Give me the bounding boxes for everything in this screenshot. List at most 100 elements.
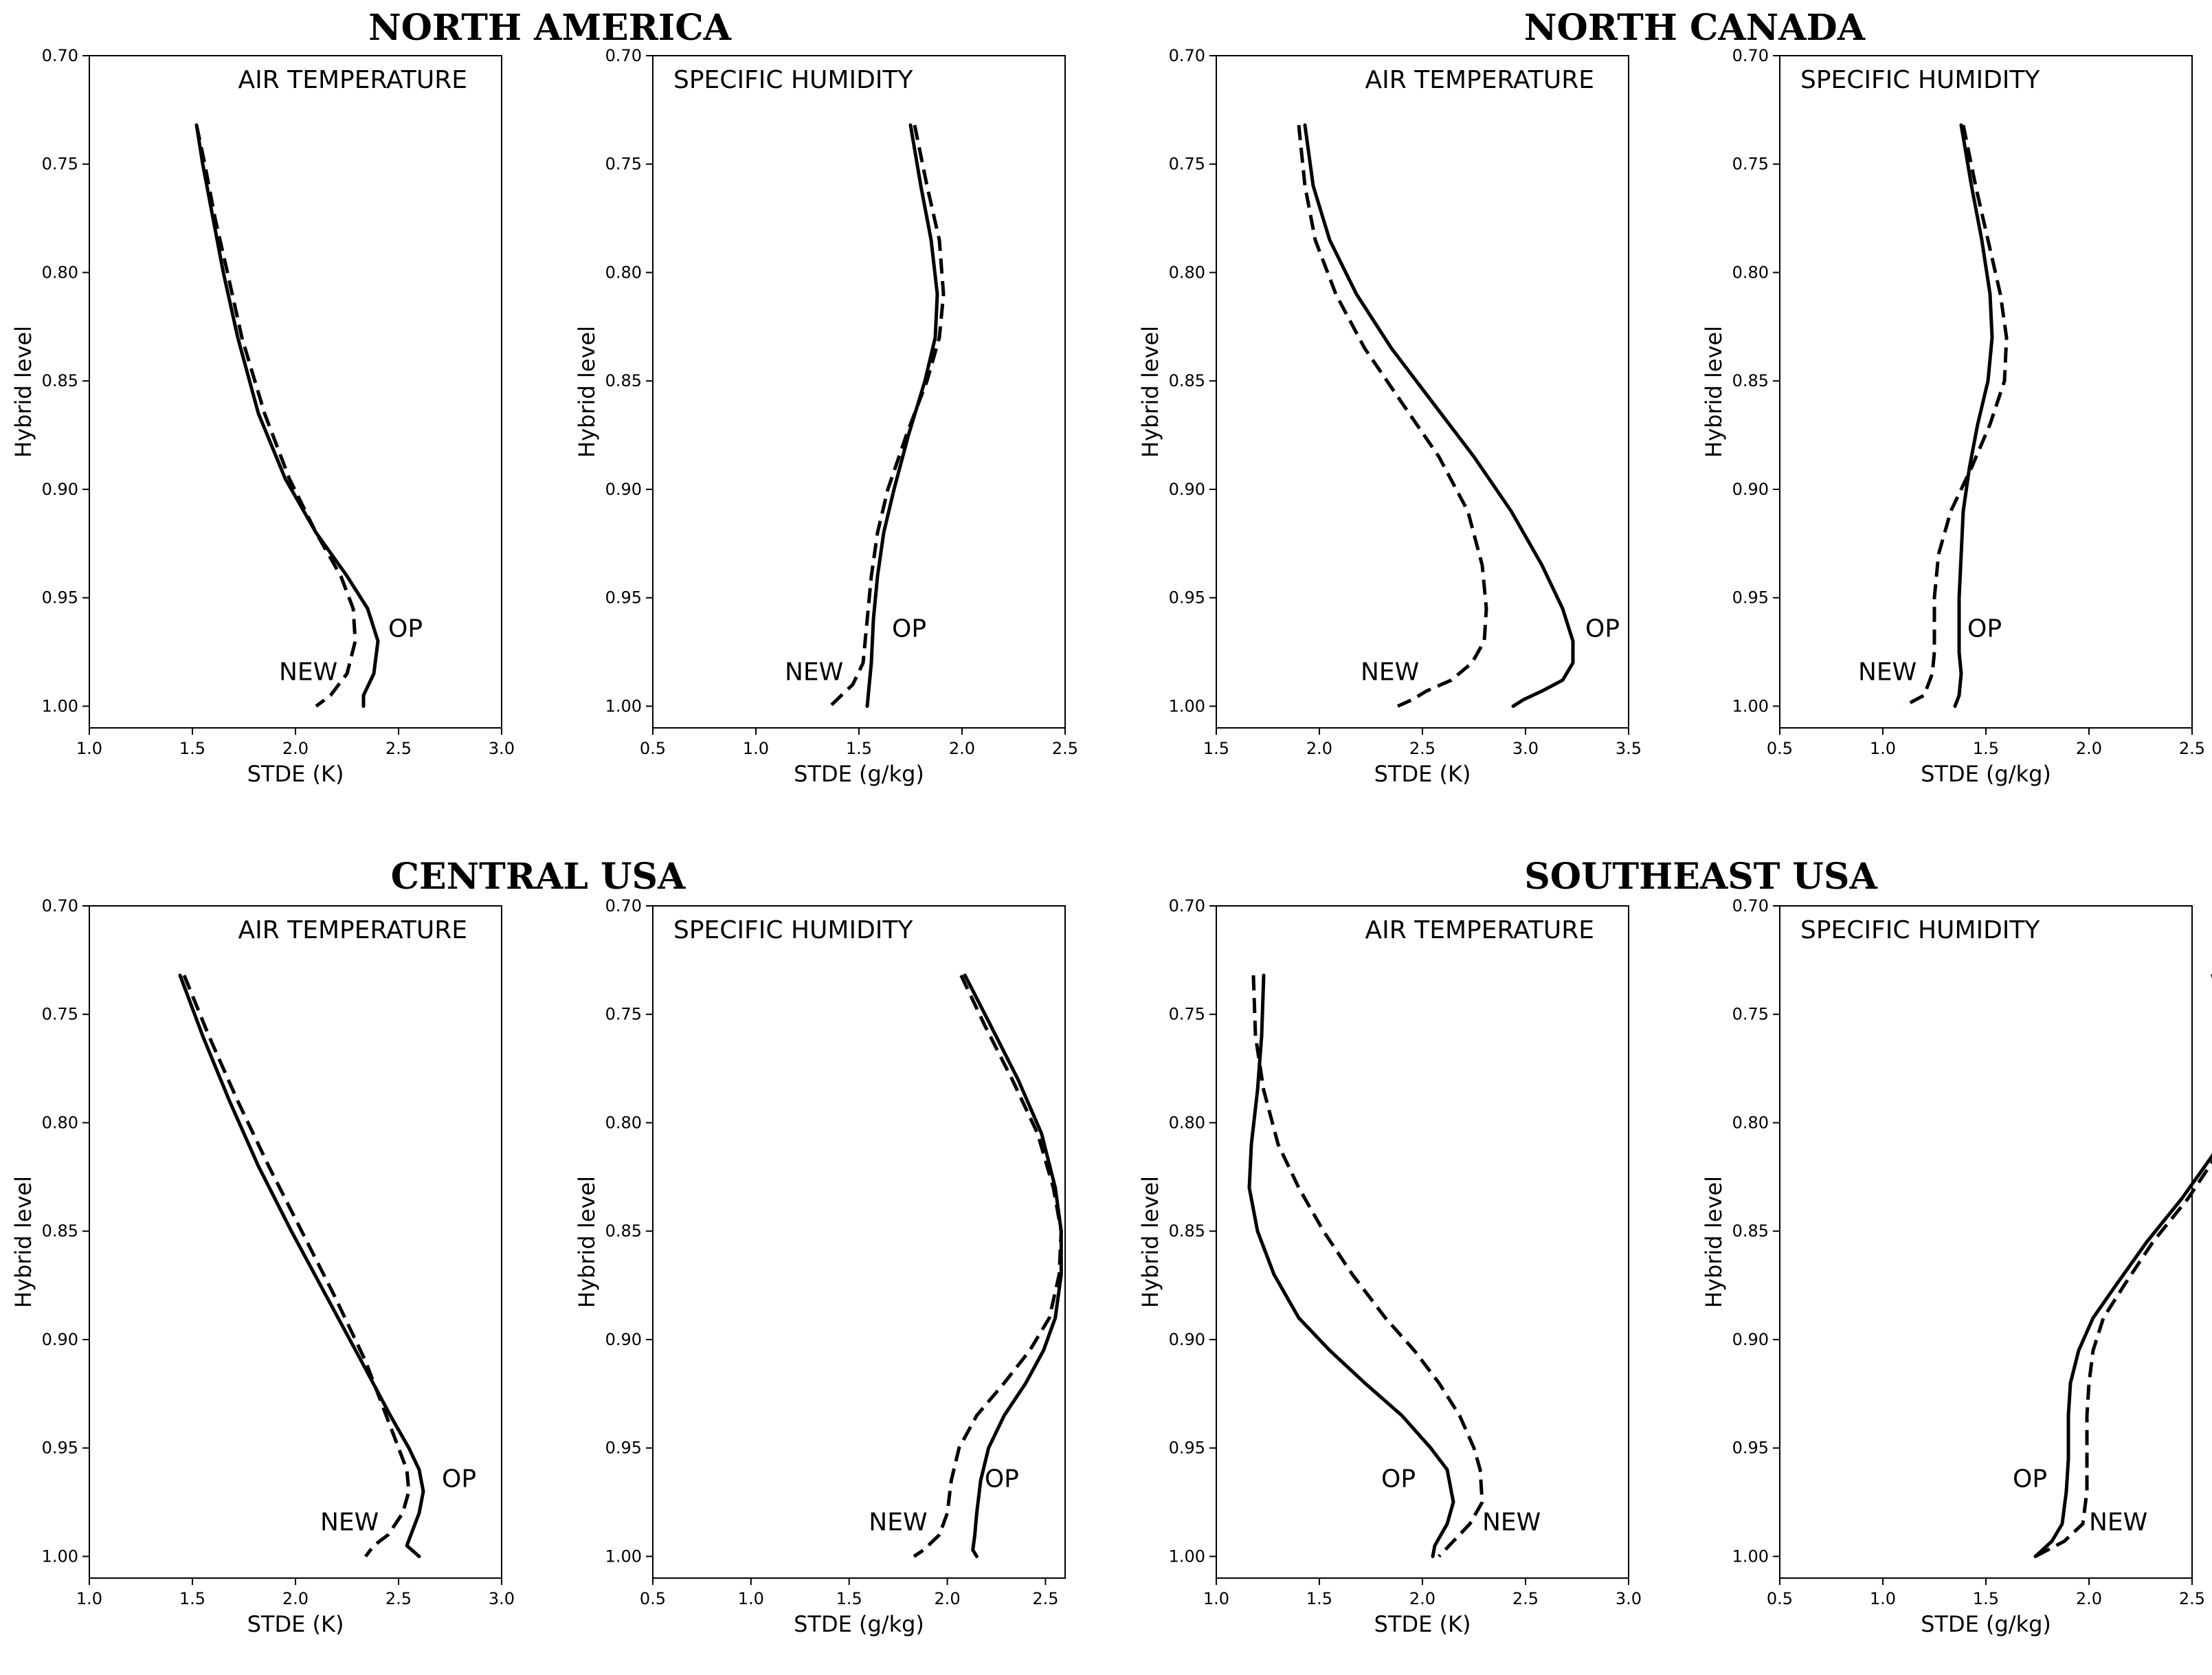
curve-label-new: NEW [2089,1509,2147,1537]
y-tick-label: 0.90 [42,480,78,499]
curve-label-op: OP [442,1465,476,1493]
curve-label-op: OP [388,614,423,643]
panel-7: 0.5 1.0 1.5 2.0 2.5 0.70 0.75 0.80 0.85 0.90 0.95 1… [1701,896,2212,1637]
panel-title: AIR TEMPERATURE [1365,66,1594,94]
x-axis-label: STDE (K) [1374,1611,1471,1637]
series-line-new [1251,975,1484,1558]
y-tick-label: 0.70 [1732,46,1769,65]
x-tick-label: 1.0 [738,1589,764,1608]
y-tick-label: 0.75 [42,155,78,174]
x-tick-label: 1.0 [1203,1589,1229,1608]
x-tick-label: 1.0 [743,739,769,758]
y-tick-label: 0.85 [1169,1221,1205,1241]
curve-label-new: NEW [1858,658,1917,687]
y-tick-label: 0.75 [42,1005,78,1024]
panel-2: 1.5 2.0 2.5 3.0 3.5 0.70 0.75 0.80 0.85 0.90 0.95 1… [1137,46,1642,787]
curve-label-new: NEW [1482,1509,1541,1537]
series-line-op [865,123,939,708]
y-tick-label: 0.95 [1169,588,1205,608]
y-tick-label: 0.95 [605,1439,642,1458]
plot-frame [89,55,502,729]
y-tick-label: 0.95 [1732,588,1769,608]
x-tick-label: 1.5 [1973,739,1999,758]
x-tick-label: 2.0 [2076,739,2102,758]
curve-label-new: NEW [1361,658,1419,687]
y-tick-label: 0.95 [42,1439,78,1458]
y-tick-label: 0.90 [1169,1330,1205,1349]
x-tick-label: 2.5 [2179,1589,2205,1608]
series-line-new [194,124,357,708]
panel-title: SPECIFIC HUMIDITY [673,66,913,94]
panel-title: AIR TEMPERATURE [238,66,467,94]
x-tick-label: 3.0 [1616,1589,1642,1608]
y-tick-label: 0.90 [1732,480,1769,499]
x-tick-label: 1.5 [836,1589,862,1608]
x-tick-label: 2.0 [2076,1589,2102,1608]
x-tick-label: 2.0 [1306,739,1332,758]
x-tick-label: 2.5 [1052,739,1078,758]
y-tick-label: 0.90 [1732,1330,1769,1349]
x-tick-label: 0.5 [1767,1589,1793,1608]
y-tick-label: 0.75 [1169,155,1205,174]
y-tick-label: 0.95 [1732,1439,1769,1458]
x-tick-label: 1.5 [846,739,872,758]
x-tick-label: 2.0 [949,739,975,758]
x-tick-label: 1.5 [1306,1589,1332,1608]
y-tick-label: 0.80 [42,1113,78,1132]
x-tick-label: 2.5 [2179,739,2205,758]
panel-4: 1.0 1.5 2.0 2.5 3.0 0.70 0.75 0.80 0.85 0.90 0.95 1… [10,896,515,1637]
curve-label-op: OP [892,614,926,643]
x-tick-label: 1.0 [76,739,102,758]
curve-label-new: NEW [279,658,337,687]
y-tick-label: 0.75 [1169,1005,1205,1024]
y-tick-label: 0.95 [42,588,78,608]
y-tick-label: 0.85 [605,1221,642,1241]
panel-title: AIR TEMPERATURE [238,916,467,944]
y-axis-label: Hybrid level [574,326,600,458]
y-tick-label: 0.75 [1732,155,1769,174]
x-tick-label: 1.5 [179,1589,205,1608]
y-tick-label: 0.90 [605,480,642,499]
curve-label-new: NEW [320,1509,379,1537]
x-tick-label: 1.5 [179,739,205,758]
y-tick-label: 0.80 [1732,1113,1769,1132]
y-tick-label: 1.00 [1732,1546,1769,1566]
series-line-op [1303,123,1575,708]
region-title-central-usa: CENTRAL USA [391,856,686,898]
y-axis-label: Hybrid level [574,1176,600,1308]
panel-title: SPECIFIC HUMIDITY [1800,66,2040,94]
y-tick-label: 0.90 [1169,480,1205,499]
y-tick-label: 0.70 [1169,46,1205,65]
y-tick-label: 0.85 [1169,371,1205,390]
y-axis-label: Hybrid level [1701,1176,1727,1308]
x-tick-label: 1.0 [1870,1589,1896,1608]
series-line-new [829,124,946,708]
y-tick-label: 0.70 [42,46,78,65]
series-line-op [963,973,1063,1558]
x-tick-label: 0.5 [1767,739,1793,758]
x-tick-label: 3.0 [489,739,515,758]
x-axis-label: STDE (K) [247,761,344,787]
x-tick-label: 2.0 [1409,1589,1435,1608]
y-axis-label: Hybrid level [10,326,36,458]
curve-label-new: NEW [869,1509,927,1537]
x-tick-label: 2.0 [282,739,309,758]
y-tick-label: 1.00 [42,696,78,716]
series-line-op [1247,973,1455,1558]
x-axis-label: STDE (g/kg) [794,1611,924,1637]
x-tick-label: 0.5 [640,1589,666,1608]
y-tick-label: 1.00 [1169,696,1205,716]
series-line-new [1297,124,1488,708]
y-tick-label: 0.75 [605,155,642,174]
panel-title: SPECIFIC HUMIDITY [1800,916,2040,944]
x-tick-label: 1.0 [1870,739,1896,758]
series-line-new [913,974,1063,1558]
series-line-new [2034,1159,2212,1558]
y-tick-label: 1.00 [1732,696,1769,716]
panel-0: 1.0 1.5 2.0 2.5 3.0 0.70 0.75 0.80 0.85 0.90 0.95 1… [10,46,515,787]
plot-frame [1216,905,1629,1579]
x-tick-label: 2.5 [1512,1589,1539,1608]
y-tick-label: 0.80 [1169,263,1205,282]
panel-3: 0.5 1.0 1.5 2.0 2.5 0.70 0.75 0.80 0.85 0.90 0.95 1… [1701,46,2205,787]
y-axis-label: Hybrid level [1137,326,1163,458]
